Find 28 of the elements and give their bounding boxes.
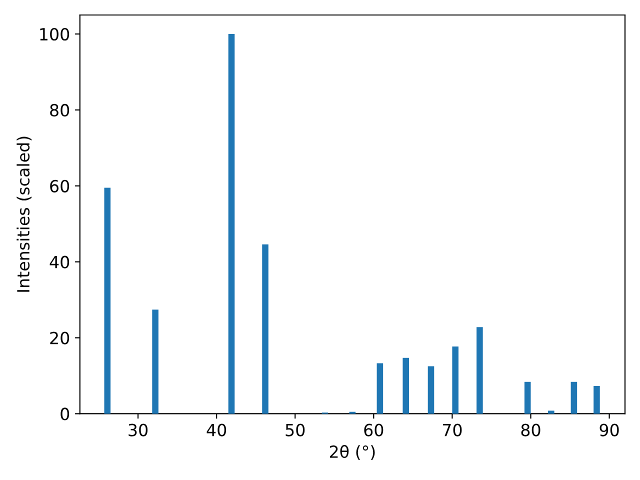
bar — [228, 34, 235, 414]
y-tick-label: 40 — [50, 256, 70, 268]
y-tick-label: 80 — [50, 104, 70, 117]
x-tick-label: 90 — [600, 424, 619, 436]
x-tick-label: 60 — [364, 424, 384, 436]
bar — [594, 386, 600, 414]
bar — [262, 244, 268, 414]
x-tick-label: 50 — [286, 424, 305, 436]
y-tick-label: 20 — [50, 332, 70, 344]
x-tick-label: 80 — [521, 424, 540, 436]
bar — [524, 382, 531, 414]
bar — [402, 358, 410, 414]
y-tick-label: 0 — [60, 408, 70, 420]
x-tick-label: 70 — [442, 424, 462, 436]
x-axis-title: 2θ (°) — [330, 445, 375, 460]
bar — [152, 310, 158, 414]
bar — [452, 346, 458, 414]
y-tick-label: 100 — [40, 28, 70, 41]
bar — [476, 327, 483, 414]
bar — [570, 382, 578, 414]
y-axis-title: Intensities (scaled) — [16, 136, 32, 292]
bar — [548, 410, 554, 414]
bar — [104, 188, 111, 414]
x-tick-label: 40 — [206, 424, 226, 436]
bar — [376, 363, 384, 414]
bar — [428, 366, 434, 414]
y-tick-label: 60 — [50, 180, 70, 192]
x-tick-label: 30 — [128, 424, 148, 436]
